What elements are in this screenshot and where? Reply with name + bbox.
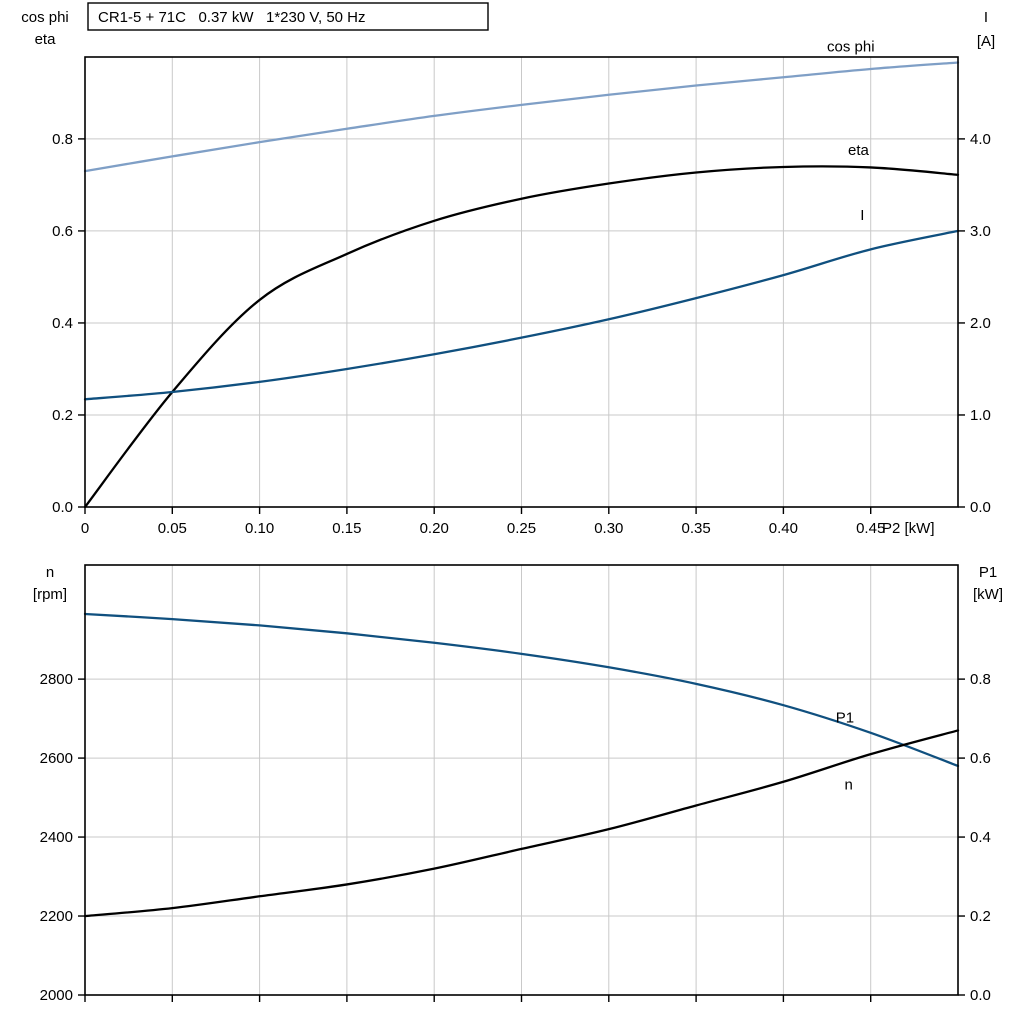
right-axis-tick-label: 0.8 [970,671,991,688]
right-axis-tick-label: 0.0 [970,499,991,516]
x-tick-label: 0.20 [420,520,449,537]
left-axis-unit-label: eta [35,31,57,48]
right-axis-unit-label: [A] [977,33,995,50]
right-axis-tick-label: 3.0 [970,223,991,240]
curve-p1 [83,729,960,918]
left-axis-tick-label: 2000 [40,987,73,1004]
right-axis-unit-label: I [984,9,988,26]
x-tick-label: 0.15 [332,520,361,537]
curve-n [83,612,960,768]
x-tick-label: 0.35 [681,520,710,537]
x-tick-label: 0.10 [245,520,274,537]
left-axis-tick-label: 0.0 [52,499,73,516]
curve-eta [83,165,960,509]
title-box [87,2,489,31]
speed-power-chart: 2000 2200 2400 2600 2800 0.0 0.2 0.4 0.6 0.8 n [rpm… [33,564,1003,1004]
right-axis-tick-label: 2.0 [970,315,991,332]
x-tick-label: 0.45 [856,520,885,537]
curve-label-cos-phi: cos phi [827,38,875,55]
curve-label-p1: P1 [836,710,854,727]
curve-cos-phi [83,61,960,173]
left-axis-unit-label: [rpm] [33,586,67,603]
left-axis-unit-label: n [46,564,54,581]
right-axis-tick-label: 0.0 [970,987,991,1004]
right-axis-tick-label: 4.0 [970,131,991,148]
left-axis-tick-label: 0.8 [52,131,73,148]
x-tick-label: 0.40 [769,520,798,537]
right-axis-tick-label: 0.2 [970,908,991,925]
left-axis-tick-label: 2800 [40,671,73,688]
right-axis-tick-label: 1.0 [970,407,991,424]
left-axis-tick-label: 0.4 [52,315,73,332]
left-axis-tick-label: 0.2 [52,407,73,424]
electrical-performance-chart: 0 0.05 0.10 0.15 0.20 0.25 0.30 0.35 0.40 0.45 0.0… [21,2,995,537]
left-axis-tick-label: 0.6 [52,223,73,240]
x-tick-label: 0 [81,520,89,537]
left-axis-tick-label: 2600 [40,750,73,767]
right-axis-tick-label: 0.4 [970,829,991,846]
curve-i [83,229,960,401]
x-tick-label: 0.30 [594,520,623,537]
curve-label-n: n [845,777,853,794]
chart-title: CR1-5 + 71C 0.37 kW 1*230 V, 50 Hz [98,9,366,26]
left-axis-unit-label: cos phi [21,9,69,26]
curve-label-i: I [860,207,864,224]
right-axis-unit-label: [kW] [973,586,1003,603]
right-axis-unit-label: P1 [979,564,997,581]
x-tick-label: 0.25 [507,520,536,537]
right-axis-tick-label: 0.6 [970,750,991,767]
left-axis-tick-label: 2400 [40,829,73,846]
curve-label-eta: eta [848,142,870,159]
x-tick-label: 0.05 [158,520,187,537]
x-axis-label: P2 [kW] [882,520,935,537]
left-axis-tick-label: 2200 [40,908,73,925]
